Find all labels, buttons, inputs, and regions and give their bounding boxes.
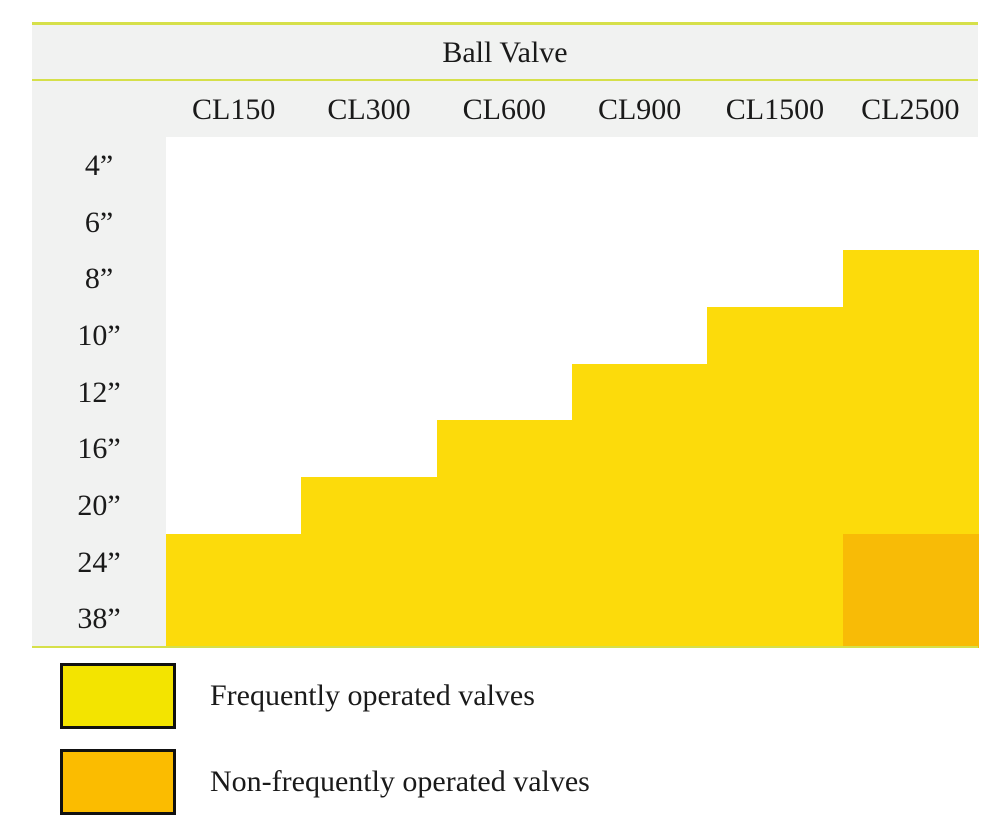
cell-frequent-r7-c0 — [166, 533, 303, 592]
row-label: 38” — [77, 602, 121, 636]
row-label: 8” — [84, 262, 114, 296]
cell-frequent-r8-c1 — [301, 590, 438, 648]
row-label: 24” — [77, 545, 121, 579]
cell-frequent-r8-c2 — [436, 590, 573, 648]
cell-frequent-r6-c2 — [436, 477, 573, 535]
cell-frequent-r4-c3 — [571, 363, 709, 422]
bottom-rule — [32, 646, 978, 648]
column-label: CL1500 — [725, 93, 825, 126]
cell-frequent-r8-c4 — [707, 590, 844, 648]
cell-non-frequent-r7-c5 — [842, 533, 979, 592]
row-label: 10” — [77, 319, 121, 352]
row-label: 20” — [77, 489, 121, 523]
cell-frequent-r5-c4 — [707, 420, 844, 478]
cell-frequent-r6-c5 — [842, 477, 979, 535]
row-label: 16” — [77, 432, 121, 466]
cell-frequent-r8-c3 — [571, 590, 709, 648]
cell-frequent-r3-c5 — [842, 307, 979, 365]
cell-frequent-r5-c3 — [571, 420, 709, 478]
column-label: CL150 — [191, 93, 276, 126]
cell-frequent-r4-c5 — [842, 363, 979, 422]
cell-non-frequent-r8-c5 — [842, 590, 979, 648]
row-label: 12” — [77, 375, 121, 409]
legend-label-frequent: Frequently operated valves — [210, 679, 535, 712]
cell-frequent-r7-c1 — [301, 533, 438, 592]
cell-frequent-r7-c3 — [571, 533, 709, 592]
legend-swatch-frequent — [60, 663, 176, 729]
legend-swatch-non-frequent — [60, 749, 176, 815]
cell-frequent-r6-c3 — [571, 477, 709, 535]
row-label: 6” — [84, 205, 114, 239]
cell-frequent-r5-c5 — [842, 420, 979, 478]
title-band — [32, 22, 978, 81]
column-label: CL900 — [597, 93, 682, 126]
legend-label-non-frequent: Non-frequently operated valves — [210, 765, 590, 798]
cell-frequent-r6-c4 — [707, 477, 844, 535]
cell-frequent-r5-c2 — [436, 420, 573, 478]
column-label: CL300 — [327, 93, 411, 126]
column-header-band — [32, 81, 978, 137]
column-label: CL600 — [462, 93, 546, 126]
chart-title: Ball Valve — [442, 36, 568, 69]
row-header-band — [32, 137, 166, 647]
cell-frequent-r3-c4 — [707, 307, 844, 365]
cell-frequent-r4-c4 — [707, 363, 844, 422]
cell-frequent-r6-c1 — [301, 477, 438, 535]
cell-frequent-r2-c5 — [842, 250, 979, 308]
row-label: 4” — [84, 149, 114, 182]
cell-frequent-r7-c2 — [436, 533, 573, 592]
column-label: CL2500 — [861, 93, 960, 126]
cell-frequent-r7-c4 — [707, 533, 844, 592]
cell-frequent-r8-c0 — [166, 590, 303, 648]
